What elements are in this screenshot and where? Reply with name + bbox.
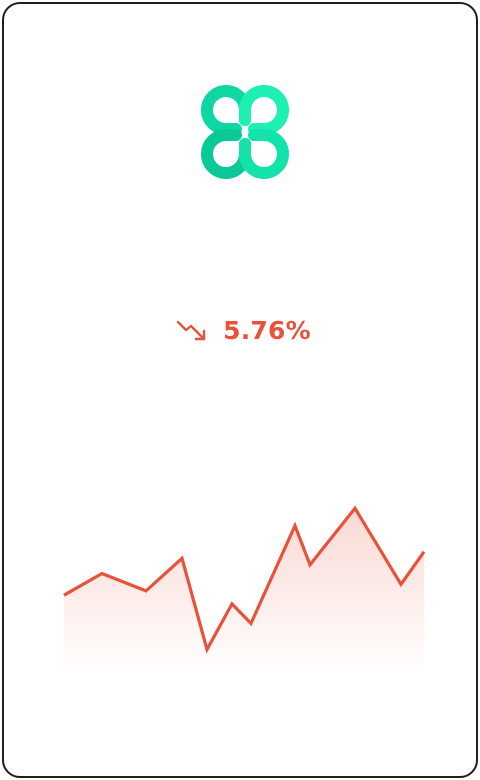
sparkline-area-fill: [64, 508, 424, 674]
price-sparkline-chart: [63, 505, 426, 674]
clover-logo-icon: [201, 85, 289, 179]
price-change-value: 5.76%: [223, 315, 311, 345]
price-change: 5.76%: [4, 310, 480, 350]
sparkline-series-line: [63, 505, 426, 654]
trend-down-arrow-icon: [177, 320, 206, 341]
